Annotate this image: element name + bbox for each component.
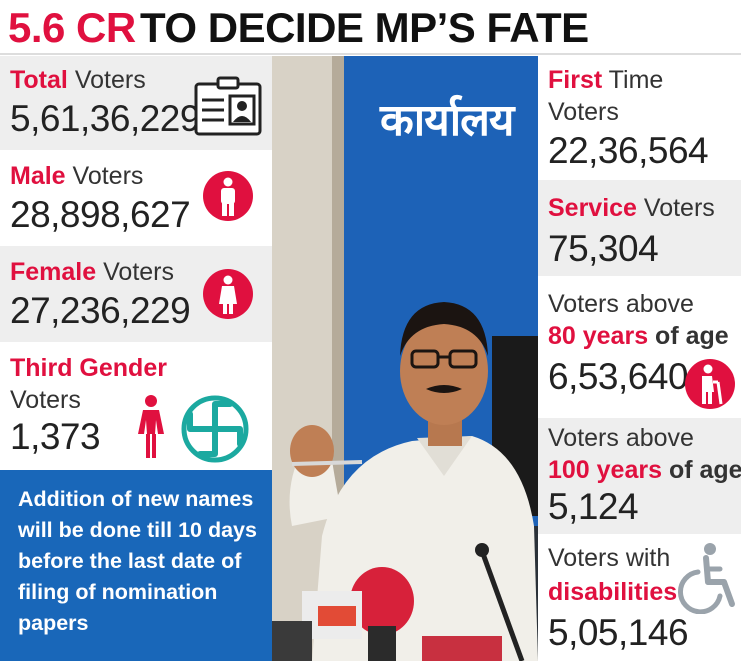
service-voters-value: 75,304 xyxy=(548,228,659,269)
headline-text: TO DECIDE MP’S FATE xyxy=(140,4,589,51)
service-voters-box: Service Voters 75,304 xyxy=(538,180,741,276)
wheelchair-icon xyxy=(677,543,735,614)
male-person-icon xyxy=(203,171,253,221)
above-100-label-line2: 100 years of age xyxy=(548,456,741,484)
third-gender-label: Third Gender xyxy=(10,354,167,382)
voter-id-card-icon xyxy=(194,76,262,136)
third-gender-box: Third Gender Voters 1,373 xyxy=(0,342,272,470)
above-80-box: Voters above 80 years of age 6,53,640 xyxy=(538,276,741,418)
female-voters-box: Female Voters 27,236,229 xyxy=(0,246,272,342)
male-voters-value: 28,898,627 xyxy=(10,194,191,235)
above-100-box: Voters above 100 years of age 5,124 xyxy=(538,418,741,534)
service-voters-label: Service Voters xyxy=(548,194,715,222)
first-time-voters-value: 22,36,564 xyxy=(548,130,709,171)
microphones xyxy=(272,543,525,661)
first-time-voters-box: First Time Voters 22,36,564 xyxy=(538,56,741,180)
headline-highlight: 5.6 CR xyxy=(8,4,136,51)
third-gender-value: 1,373 xyxy=(10,416,101,457)
note-box: Addition of new names will be done till … xyxy=(0,470,272,661)
female-voters-value: 27,236,229 xyxy=(10,290,191,331)
note-text: Addition of new names will be done till … xyxy=(18,487,257,635)
above-80-label-line2: 80 years of age xyxy=(548,322,729,350)
female-voters-label: Female Voters xyxy=(10,258,174,286)
male-voters-box: Male Voters 28,898,627 xyxy=(0,150,272,246)
above-100-value: 5,124 xyxy=(548,486,639,527)
swastika-symbol-icon xyxy=(181,395,249,463)
disabilities-box: Voters with disabilities 5,05,146 xyxy=(538,534,741,661)
left-stats-column: Total Voters 5,61,36,229 Male Voters 28,… xyxy=(0,56,272,661)
above-80-value: 6,53,640 xyxy=(548,356,689,397)
press-conference-photo: कार्यालय xyxy=(272,56,538,661)
total-voters-value: 5,61,36,229 xyxy=(10,98,200,139)
person-icon xyxy=(138,395,164,458)
divider xyxy=(0,53,741,55)
first-time-voters-label: First Time xyxy=(548,66,664,94)
right-stats-column: First Time Voters 22,36,564 Service Vote… xyxy=(538,56,741,661)
disabilities-value: 5,05,146 xyxy=(548,612,689,653)
above-80-label-line1: Voters above xyxy=(548,290,694,318)
headline-bar: 5.6 CR TO DECIDE MP’S FATE xyxy=(0,0,741,56)
disabilities-label-line2: disabilities xyxy=(548,578,678,606)
elderly-person-icon xyxy=(685,359,735,409)
female-person-icon xyxy=(203,269,253,319)
board-text: कार्यालय xyxy=(380,96,514,145)
above-100-label-line1: Voters above xyxy=(548,424,694,452)
male-voters-label: Male Voters xyxy=(10,162,144,190)
disabilities-label-line1: Voters with xyxy=(548,544,671,572)
first-time-voters-label-line2: Voters xyxy=(548,98,619,126)
third-gender-label-line2: Voters xyxy=(10,386,81,414)
total-voters-label: Total Voters xyxy=(10,66,146,94)
total-voters-box: Total Voters 5,61,36,229 xyxy=(0,56,272,150)
